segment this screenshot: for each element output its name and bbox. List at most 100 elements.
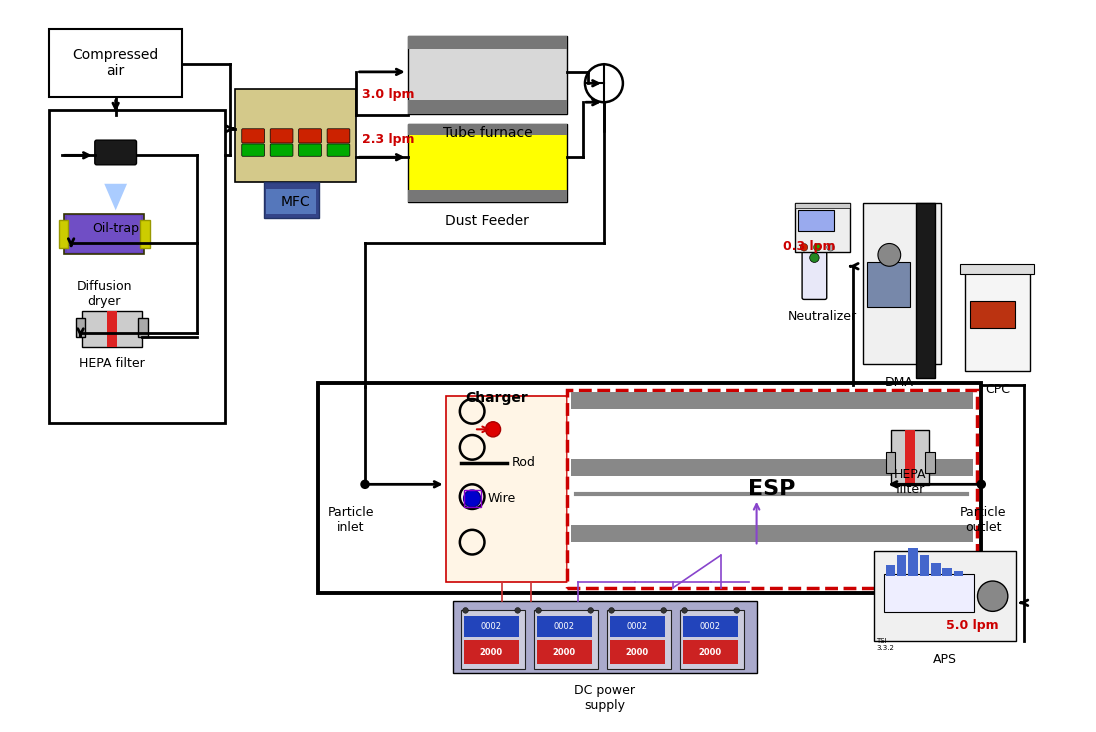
FancyBboxPatch shape [236,89,356,182]
FancyBboxPatch shape [327,129,350,143]
Circle shape [813,244,821,251]
FancyBboxPatch shape [242,129,264,143]
FancyBboxPatch shape [65,214,144,254]
FancyBboxPatch shape [970,302,1015,328]
Text: 2000: 2000 [480,648,503,657]
Text: Diffusion
dryer: Diffusion dryer [77,280,132,308]
Circle shape [661,608,666,613]
FancyBboxPatch shape [883,575,973,612]
FancyBboxPatch shape [534,610,598,669]
FancyBboxPatch shape [875,550,1016,640]
FancyBboxPatch shape [891,430,929,485]
Text: Wire: Wire [488,492,515,505]
Text: 2000: 2000 [698,648,721,657]
FancyBboxPatch shape [920,556,929,576]
FancyBboxPatch shape [537,616,592,637]
FancyBboxPatch shape [464,640,518,665]
FancyBboxPatch shape [464,616,518,637]
Circle shape [878,244,901,266]
FancyBboxPatch shape [59,220,68,248]
FancyBboxPatch shape [81,311,142,347]
Circle shape [464,490,481,507]
FancyBboxPatch shape [683,616,738,637]
FancyBboxPatch shape [298,144,321,156]
FancyBboxPatch shape [954,571,963,576]
Text: HEPA
filter: HEPA filter [894,468,926,496]
FancyBboxPatch shape [886,565,895,576]
Circle shape [608,608,615,613]
FancyBboxPatch shape [680,610,744,669]
FancyBboxPatch shape [960,264,1035,274]
Text: APS: APS [934,653,957,666]
Text: 0002: 0002 [627,622,648,631]
FancyBboxPatch shape [453,601,756,673]
FancyBboxPatch shape [897,556,906,576]
FancyBboxPatch shape [905,430,915,485]
FancyBboxPatch shape [966,266,1029,370]
FancyBboxPatch shape [916,203,935,378]
FancyBboxPatch shape [571,459,973,476]
FancyBboxPatch shape [271,129,293,143]
FancyBboxPatch shape [607,610,671,669]
FancyBboxPatch shape [683,640,738,665]
FancyBboxPatch shape [798,210,834,231]
Text: 0002: 0002 [553,622,574,631]
Circle shape [515,608,521,613]
Text: HEPA filter: HEPA filter [79,357,145,370]
Text: Oil-trap: Oil-trap [92,222,139,235]
Text: 0002: 0002 [699,622,721,631]
FancyBboxPatch shape [49,110,225,422]
Text: DMA: DMA [884,376,913,389]
FancyBboxPatch shape [571,392,973,409]
FancyBboxPatch shape [76,318,85,337]
FancyBboxPatch shape [408,36,567,49]
Text: Dust Feeder: Dust Feeder [445,214,529,228]
FancyBboxPatch shape [140,220,150,248]
Text: Neutralizer: Neutralizer [787,310,857,323]
Text: Compressed
air: Compressed air [72,48,159,78]
Circle shape [978,581,1008,611]
FancyBboxPatch shape [909,548,917,576]
Text: ESP: ESP [749,479,796,499]
FancyBboxPatch shape [263,182,319,218]
FancyBboxPatch shape [408,190,567,202]
FancyBboxPatch shape [408,100,567,113]
Text: Rod: Rod [512,456,536,469]
FancyBboxPatch shape [242,144,264,156]
FancyBboxPatch shape [49,29,182,97]
Text: Particle
outlet: Particle outlet [960,506,1006,534]
FancyBboxPatch shape [298,129,321,143]
Text: Charger: Charger [466,392,528,406]
Circle shape [800,244,808,251]
Text: DC power
supply: DC power supply [574,684,636,712]
Circle shape [486,422,501,437]
FancyBboxPatch shape [138,318,148,337]
FancyBboxPatch shape [408,124,567,202]
FancyBboxPatch shape [886,452,895,473]
FancyBboxPatch shape [408,124,567,135]
Circle shape [734,608,740,613]
FancyBboxPatch shape [537,640,592,665]
FancyBboxPatch shape [802,250,826,299]
Text: 3.0 lpm: 3.0 lpm [362,89,414,102]
FancyBboxPatch shape [931,563,940,576]
Circle shape [682,608,687,613]
Circle shape [361,479,369,489]
Circle shape [463,608,468,613]
FancyBboxPatch shape [94,140,137,165]
Circle shape [587,608,594,613]
FancyBboxPatch shape [446,396,567,582]
FancyBboxPatch shape [609,616,664,637]
FancyBboxPatch shape [266,190,316,214]
FancyBboxPatch shape [271,144,293,156]
Text: 0.3 lpm: 0.3 lpm [784,240,835,253]
FancyBboxPatch shape [107,311,116,347]
FancyBboxPatch shape [795,203,849,252]
FancyBboxPatch shape [327,144,350,156]
FancyBboxPatch shape [67,216,141,252]
FancyBboxPatch shape [863,203,940,364]
Circle shape [810,253,819,263]
Circle shape [826,244,834,251]
Circle shape [977,479,986,489]
FancyBboxPatch shape [460,610,525,669]
